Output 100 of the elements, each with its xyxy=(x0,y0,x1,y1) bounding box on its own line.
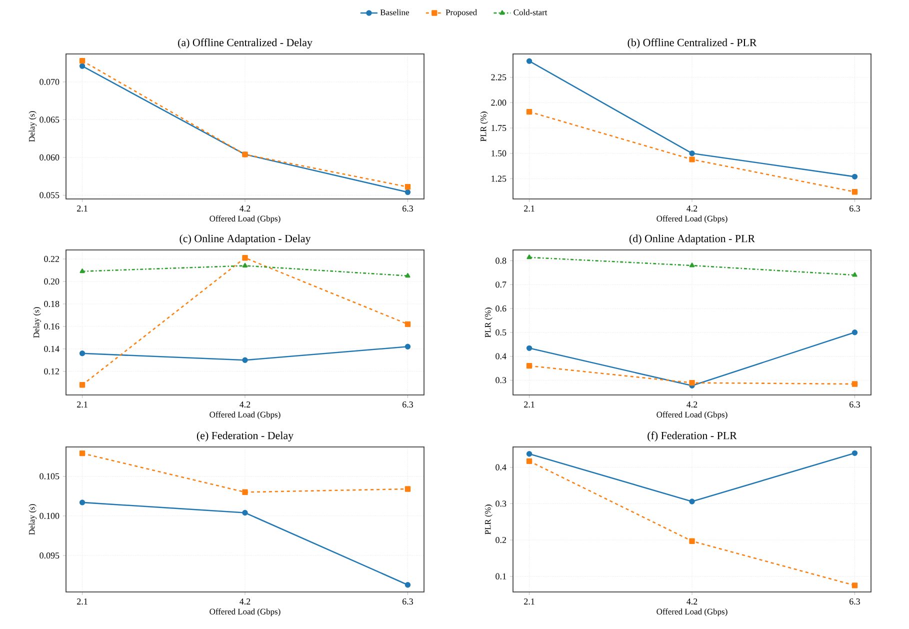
y-tick-label: 0.060 xyxy=(40,154,60,160)
point xyxy=(404,184,411,190)
y-tick-label: 0.070 xyxy=(40,78,60,85)
point xyxy=(404,582,411,588)
point xyxy=(526,254,532,260)
point xyxy=(852,189,858,195)
x-tick-label: 2.1 xyxy=(524,206,534,212)
point xyxy=(526,451,532,457)
y-tick-label: 0.2 xyxy=(496,536,506,544)
point xyxy=(852,272,858,277)
x-tick-label: 4.2 xyxy=(240,598,250,605)
chart-title: (f) Federation - PLR xyxy=(648,431,737,442)
y-tick-label: 0.7 xyxy=(496,282,506,288)
y-axis-title: PLR (%) xyxy=(480,112,488,142)
legend-label: Cold-start xyxy=(514,9,548,16)
x-tick-label: 4.2 xyxy=(240,402,250,408)
chart-title: (b) Offline Centralized - PLR xyxy=(628,38,757,48)
point xyxy=(526,58,532,64)
point xyxy=(80,268,85,274)
y-tick-label: 0.095 xyxy=(40,552,60,559)
x-tick-label: 6.3 xyxy=(402,402,413,408)
point xyxy=(242,357,248,363)
y-tick-label: 0.4 xyxy=(496,464,506,470)
y-tick-label: 0.20 xyxy=(44,278,60,284)
y-tick-label: 0.8 xyxy=(496,258,506,264)
y-tick-label: 2.00 xyxy=(491,100,506,106)
x-tick-label: 2.1 xyxy=(77,598,88,605)
chart-title: (e) Federation - Delay xyxy=(196,432,294,442)
point xyxy=(526,108,532,115)
x-axis-title: Offered Load (Gbps) xyxy=(210,215,280,224)
point xyxy=(242,262,248,268)
y-tick-label: 0.14 xyxy=(44,346,60,352)
point xyxy=(79,63,86,69)
y-axis-title: Delay (s) xyxy=(33,307,41,338)
y-tick-label: 0.1 xyxy=(496,573,506,580)
point xyxy=(404,344,411,350)
y-tick-label: 0.4 xyxy=(496,353,506,360)
x-tick-label: 2.1 xyxy=(77,402,88,408)
y-tick-label: 0.3 xyxy=(496,377,506,384)
point xyxy=(242,510,248,516)
point xyxy=(852,330,858,336)
y-tick-label: 0.055 xyxy=(40,192,60,198)
point xyxy=(689,498,695,504)
x-tick-label: 6.3 xyxy=(850,402,860,408)
x-tick-label: 6.3 xyxy=(850,206,860,212)
point xyxy=(242,489,248,495)
point xyxy=(852,174,858,180)
y-tick-label: 0.16 xyxy=(44,323,60,330)
point xyxy=(79,382,86,388)
y-tick-label: 0.5 xyxy=(496,329,506,336)
point xyxy=(526,345,532,352)
y-tick-label: 0.3 xyxy=(496,500,506,507)
x-tick-label: 2.1 xyxy=(524,598,534,605)
y-tick-label: 0.18 xyxy=(44,300,60,307)
x-tick-label: 6.3 xyxy=(850,598,860,605)
point xyxy=(404,189,411,196)
y-axis-title: PLR (%) xyxy=(484,308,492,338)
y-tick-label: 0.065 xyxy=(40,116,60,123)
x-axis-title: Offered Load (Gbps) xyxy=(210,608,280,616)
x-tick-label: 4.2 xyxy=(686,598,698,605)
point xyxy=(79,350,86,356)
y-tick-label: 0.6 xyxy=(496,305,506,312)
legend-label: Proposed xyxy=(446,9,477,17)
point xyxy=(404,486,411,492)
x-tick-label: 4.2 xyxy=(240,206,250,212)
point xyxy=(689,538,695,544)
y-tick-label: 0.12 xyxy=(44,368,59,374)
y-axis-title: Delay (s) xyxy=(28,504,36,535)
y-axis-title: Delay (s) xyxy=(28,111,36,142)
point xyxy=(689,262,695,268)
y-tick-label: 0.100 xyxy=(40,512,60,519)
y-tick-label: 1.25 xyxy=(492,176,506,182)
point xyxy=(852,450,858,456)
x-axis-title: Offered Load (Gbps) xyxy=(210,411,280,420)
y-axis-title: PLR (%) xyxy=(484,504,492,534)
chart-title: (d) Online Adaptation - PLR xyxy=(629,234,756,244)
point xyxy=(689,156,695,162)
y-tick-label: 1.50 xyxy=(492,150,506,156)
legend-label: Baseline xyxy=(380,9,409,16)
point xyxy=(689,150,695,156)
x-tick-label: 2.1 xyxy=(524,402,534,408)
x-tick-label: 4.2 xyxy=(686,402,698,408)
y-tick-label: 0.105 xyxy=(40,473,60,480)
x-tick-label: 2.1 xyxy=(77,206,88,212)
x-tick-label: 6.3 xyxy=(402,206,413,212)
y-tick-label: 0.22 xyxy=(44,256,59,262)
point xyxy=(852,381,858,387)
x-tick-label: 4.2 xyxy=(686,206,698,212)
point xyxy=(405,272,410,278)
chart-title: (c) Online Adaptation - Delay xyxy=(180,234,311,244)
x-axis-title: Offered Load (Gbps) xyxy=(656,411,728,420)
x-axis-title: Offered Load (Gbps) xyxy=(656,608,728,616)
point xyxy=(242,255,248,261)
point xyxy=(689,380,695,386)
point xyxy=(852,582,858,588)
chart-title: (a) Offline Centralized - Delay xyxy=(178,38,312,48)
x-tick-label: 6.3 xyxy=(402,598,413,605)
point xyxy=(526,363,532,369)
point xyxy=(79,450,86,456)
x-axis-title: Offered Load (Gbps) xyxy=(656,215,728,224)
